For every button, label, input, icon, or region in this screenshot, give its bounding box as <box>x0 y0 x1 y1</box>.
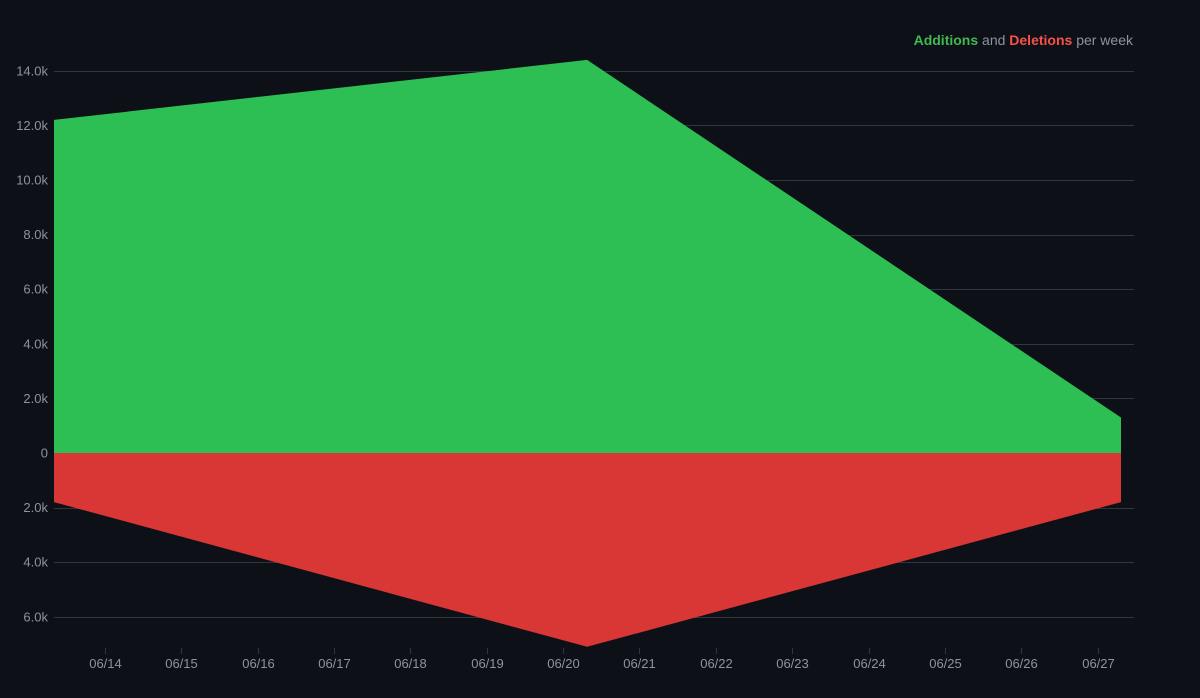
x-tick-label-1: 06/15 <box>165 656 198 671</box>
y-tick-label-1: 12.0k <box>16 118 48 133</box>
legend-additions: Additions <box>913 32 979 48</box>
y-tick-label-0: 14.0k <box>16 63 48 78</box>
x-tick-label-6: 06/20 <box>547 656 580 671</box>
x-axis: 06/14 06/15 06/16 06/17 06/18 06/19 06/20 06/21… <box>89 648 1115 671</box>
y-tick-label-5: 4.0k <box>23 336 48 351</box>
area-additions <box>54 59 1121 454</box>
x-tick-label-0: 06/14 <box>89 656 122 671</box>
y-tick-label-8: 2.0k <box>23 500 48 515</box>
x-tick-label-12: 06/26 <box>1005 656 1038 671</box>
legend-per-week: per week <box>1076 32 1133 48</box>
area-deletions <box>54 453 1121 647</box>
legend-deletions: Deletions <box>1009 32 1073 48</box>
y-tick-label-9: 4.0k <box>23 555 48 570</box>
x-tick-label-9: 06/23 <box>776 656 809 671</box>
y-tick-label-7: 0 <box>41 446 48 461</box>
area-layer <box>54 59 1121 647</box>
x-tick-label-7: 06/21 <box>623 656 656 671</box>
x-tick-label-3: 06/17 <box>318 656 351 671</box>
y-tick-label-3: 8.0k <box>23 227 48 242</box>
y-tick-label-6: 2.0k <box>23 391 48 406</box>
y-tick-label-4: 6.0k <box>23 282 48 297</box>
x-tick-label-4: 06/18 <box>394 656 427 671</box>
y-tick-label-2: 10.0k <box>16 173 48 188</box>
legend-and: and <box>982 32 1006 48</box>
y-tick-label-10: 6.0k <box>23 609 48 624</box>
x-tick-label-10: 06/24 <box>853 656 886 671</box>
x-tick-label-8: 06/22 <box>700 656 733 671</box>
x-tick-label-5: 06/19 <box>471 656 504 671</box>
y-axis: 14.0k 12.0k 10.0k 8.0k 6.0k 4.0k 2.0k 0 2.0k 4.0k… <box>16 63 48 624</box>
chart-legend: Additions and Deletions per week <box>914 31 1133 49</box>
x-tick-label-11: 06/25 <box>929 656 962 671</box>
x-tick-label-2: 06/16 <box>242 656 275 671</box>
x-tick-label-13: 06/27 <box>1082 656 1115 671</box>
